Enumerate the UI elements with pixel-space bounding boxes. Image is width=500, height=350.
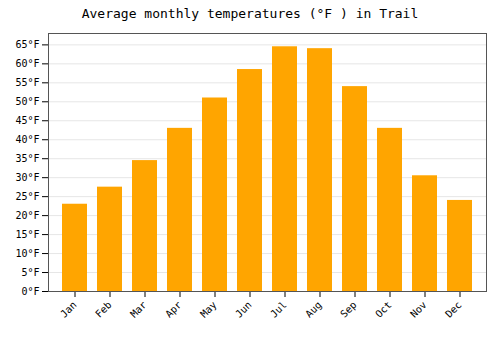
- svg-text:20°F: 20°F: [15, 210, 39, 221]
- svg-text:35°F: 35°F: [15, 153, 39, 164]
- svg-text:50°F: 50°F: [15, 96, 39, 107]
- svg-text:55°F: 55°F: [15, 77, 39, 88]
- svg-text:Jan: Jan: [58, 299, 79, 320]
- html-text:Average monthly temperatures (: Average monthly temperatures (°F ) in Tr…: [81, 6, 419, 21]
- svg-text:65°F: 65°F: [15, 39, 39, 50]
- svg-text:Oct: Oct: [373, 299, 394, 320]
- svg-text:45°F: 45°F: [15, 115, 39, 126]
- svg-text:Jul: Jul: [268, 299, 289, 320]
- svg-text:Sep: Sep: [338, 299, 359, 320]
- svg-text:Jun: Jun: [233, 299, 254, 320]
- svg-text:Nov: Nov: [408, 299, 429, 320]
- svg-text:Aug: Aug: [303, 299, 324, 320]
- svg-text:30°F: 30°F: [15, 172, 39, 183]
- svg-text:Feb: Feb: [93, 299, 114, 320]
- svg-text:15°F: 15°F: [15, 229, 39, 240]
- svg-text:Mar: Mar: [128, 299, 149, 320]
- svg-text:May: May: [198, 299, 219, 320]
- svg-text:25°F: 25°F: [15, 191, 39, 202]
- svg-text:40°F: 40°F: [15, 134, 39, 145]
- svg-text:60°F: 60°F: [15, 58, 39, 69]
- svg-text:10°F: 10°F: [15, 248, 39, 259]
- svg-text:5°F: 5°F: [21, 267, 39, 278]
- svg-text:0°F: 0°F: [21, 286, 39, 297]
- svg-text:Apr: Apr: [163, 299, 184, 320]
- svg-text:Dec: Dec: [443, 299, 464, 320]
